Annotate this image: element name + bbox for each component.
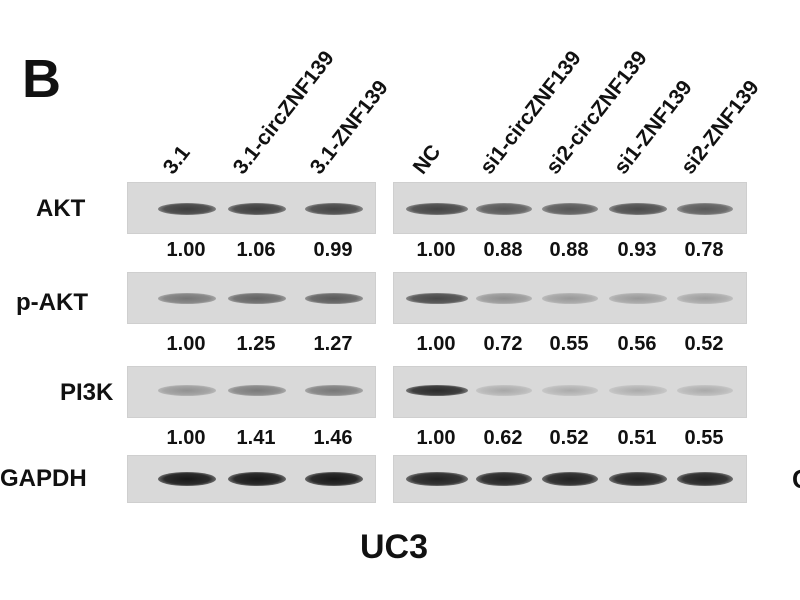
quant-value: 0.51 xyxy=(617,427,657,449)
protein-band xyxy=(476,385,532,396)
blot-panel xyxy=(393,366,747,418)
protein-band xyxy=(677,203,733,215)
quant-value: 0.99 xyxy=(313,239,353,261)
blot-panel xyxy=(127,272,376,324)
protein-band xyxy=(476,472,532,486)
protein-band xyxy=(677,293,733,304)
blot-panel xyxy=(127,182,376,234)
protein-band xyxy=(158,472,216,486)
protein-band xyxy=(228,472,286,486)
quant-value: 1.06 xyxy=(236,239,276,261)
quant-value: 1.00 xyxy=(166,333,206,355)
quant-value: 0.72 xyxy=(483,333,523,355)
quant-value: 1.27 xyxy=(313,333,353,355)
quant-value: 0.52 xyxy=(684,333,724,355)
row-label-akt: AKT xyxy=(36,195,86,222)
lane-label: 3.1-ZNF139 xyxy=(305,76,393,179)
blot-panel xyxy=(393,455,747,503)
protein-band xyxy=(158,385,216,396)
quant-value: 0.52 xyxy=(549,427,589,449)
blot-panel xyxy=(127,366,376,418)
quant-value: 0.93 xyxy=(617,239,657,261)
protein-band xyxy=(305,385,363,396)
protein-band xyxy=(542,203,598,215)
protein-band xyxy=(305,293,363,304)
quant-value: 0.78 xyxy=(684,239,724,261)
quant-value: 1.00 xyxy=(416,427,456,449)
panel-label: B xyxy=(22,49,61,109)
protein-band xyxy=(158,293,216,304)
protein-band xyxy=(542,385,598,396)
quant-value: 1.00 xyxy=(166,239,206,261)
protein-band xyxy=(305,203,363,215)
row-label-gapdh: GAPDH xyxy=(0,465,87,492)
blot-panel xyxy=(393,272,747,324)
protein-band xyxy=(228,385,286,396)
protein-band xyxy=(609,203,667,215)
protein-band xyxy=(406,293,468,304)
blot-panel xyxy=(393,182,747,234)
quant-value: 0.55 xyxy=(684,427,724,449)
protein-band xyxy=(406,203,468,215)
quant-value: 0.55 xyxy=(549,333,589,355)
protein-band xyxy=(406,472,468,486)
protein-band xyxy=(609,385,667,396)
blot-panel xyxy=(127,455,376,503)
protein-band xyxy=(476,293,532,304)
quant-value: 0.56 xyxy=(617,333,657,355)
protein-band xyxy=(228,293,286,304)
protein-band xyxy=(228,203,286,215)
protein-band xyxy=(158,203,216,215)
cell-line-label: UC3 xyxy=(360,528,429,566)
row-label-pi3k: PI3K xyxy=(60,379,114,406)
quant-value: 1.41 xyxy=(236,427,276,449)
quant-value: 0.88 xyxy=(549,239,589,261)
next-panel-letter: C xyxy=(792,466,800,492)
protein-band xyxy=(677,385,733,396)
lane-label: NC xyxy=(408,140,446,179)
quant-value: 1.25 xyxy=(236,333,276,355)
quant-value: 0.62 xyxy=(483,427,523,449)
protein-band xyxy=(305,472,363,486)
quant-value: 0.88 xyxy=(483,239,523,261)
protein-band xyxy=(406,385,468,396)
quant-value: 1.46 xyxy=(313,427,353,449)
protein-band xyxy=(542,293,598,304)
protein-band xyxy=(476,203,532,215)
protein-band xyxy=(609,293,667,304)
row-label-p-akt: p-AKT xyxy=(16,289,88,316)
quant-value: 1.00 xyxy=(416,239,456,261)
quant-value: 1.00 xyxy=(416,333,456,355)
lane-label: 3.1 xyxy=(158,141,195,179)
quant-value: 1.00 xyxy=(166,427,206,449)
protein-band xyxy=(609,472,667,486)
protein-band xyxy=(542,472,598,486)
protein-band xyxy=(677,472,733,486)
